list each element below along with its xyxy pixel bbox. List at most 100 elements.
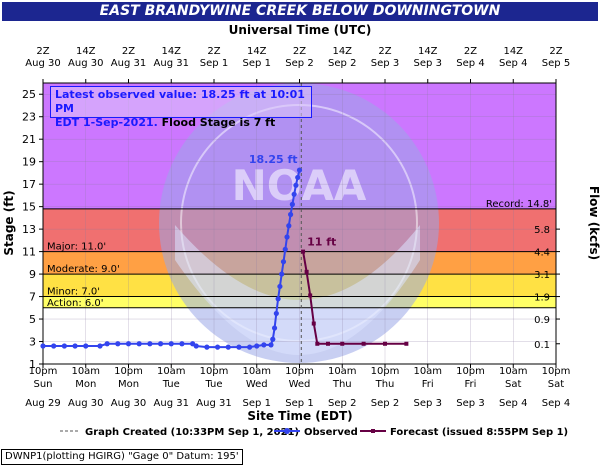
forecast-point xyxy=(301,249,306,254)
y-tick-label: 15 xyxy=(22,201,36,214)
top-tick-time: 2Z xyxy=(378,46,391,57)
observed-point xyxy=(280,259,287,265)
top-tick-time: 14Z xyxy=(332,46,352,57)
x-tick-time: 10pm xyxy=(371,366,400,377)
x-tick-time: 10pm xyxy=(456,366,485,377)
x-tick-day: Fri xyxy=(422,379,434,390)
threshold-label: Moderate: 9.0' xyxy=(47,264,120,275)
x-tick-date: Sep 4 xyxy=(542,398,570,409)
y-tick-label: 23 xyxy=(22,111,36,124)
observed-point xyxy=(291,191,297,197)
y-tick-label: 19 xyxy=(22,156,36,169)
flow-tick-label: 4.4 xyxy=(534,248,550,259)
forecast-point xyxy=(308,293,313,298)
top-tick-time: 14Z xyxy=(161,46,181,57)
flood-stage-text: Flood Stage is 7 ft xyxy=(161,116,276,129)
observed-point xyxy=(40,343,46,349)
y-tick-label: 5 xyxy=(29,313,36,326)
observed-point xyxy=(204,344,210,350)
y-tick-label: 9 xyxy=(29,268,36,281)
observed-point xyxy=(214,344,221,350)
flow-tick-label: 1.9 xyxy=(534,293,550,304)
x-tick-day: Mon xyxy=(75,379,96,390)
y-tick-label: 3 xyxy=(29,336,36,349)
y-tick-label: 25 xyxy=(22,88,36,101)
legend-observed-marker xyxy=(284,428,290,434)
x-tick-date: Aug 31 xyxy=(154,398,189,409)
x-tick-date: Sep 2 xyxy=(371,398,399,409)
observed-point xyxy=(261,342,267,348)
top-tick-time: 2Z xyxy=(293,46,306,57)
observed-point xyxy=(293,182,299,188)
latest-value-info-box: Latest observed value: 18.25 ft at 10:01… xyxy=(50,86,312,129)
x-tick-time: 10pm xyxy=(285,366,314,377)
y-tick-label: 13 xyxy=(22,223,36,236)
y-tick-label: 17 xyxy=(22,178,36,191)
observed-point xyxy=(168,341,174,347)
flow-tick-label: 0.1 xyxy=(534,340,550,351)
flow-tick-label: 0.9 xyxy=(534,315,550,326)
x-tick-day: Tue xyxy=(204,379,222,390)
top-tick-time: 2Z xyxy=(549,46,562,57)
top-tick-date: Aug 30 xyxy=(25,58,60,69)
threshold-label: Action: 6.0' xyxy=(47,298,104,309)
forecast-point xyxy=(340,341,345,346)
observed-peak-label: 18.25 ft xyxy=(249,153,298,166)
flow-tick-label: 5.8 xyxy=(534,225,550,236)
observed-point xyxy=(289,201,295,207)
x-tick-day: Wed xyxy=(289,379,311,390)
observed-point xyxy=(284,234,290,240)
latest-observed-text: Latest observed value: 18.25 ft at 10:01… xyxy=(55,88,305,115)
top-tick-date: Aug 31 xyxy=(154,58,189,69)
forecast-point xyxy=(326,341,330,346)
x-tick-date: Aug 30 xyxy=(111,398,146,409)
observed-point xyxy=(247,344,253,350)
forecast-series-line xyxy=(302,251,407,345)
top-tick-time: 2Z xyxy=(36,46,49,57)
legend-forecast-marker xyxy=(371,429,375,433)
x-tick-time: 10am xyxy=(71,366,100,377)
observed-point xyxy=(271,325,278,331)
forecast-point xyxy=(304,269,309,274)
top-tick-time: 14Z xyxy=(247,46,267,57)
top-tick-date: Aug 30 xyxy=(68,58,103,69)
x-tick-time: 10am xyxy=(328,366,357,377)
y-tick-label: 7 xyxy=(29,291,36,304)
observed-series-line xyxy=(43,169,301,349)
observed-point xyxy=(72,343,78,349)
observed-point xyxy=(104,341,110,347)
top-tick-time: 14Z xyxy=(76,46,96,57)
threshold-label: Record: 14.8' xyxy=(486,199,552,210)
x-tick-date: Sep 3 xyxy=(414,398,442,409)
left-axis-title: Stage (ft) xyxy=(2,190,16,255)
x-tick-day: Sat xyxy=(505,379,521,390)
top-tick-date: Sep 2 xyxy=(328,58,356,69)
y-tick-label: 11 xyxy=(22,246,36,259)
bottom-axis-title: Site Time (EDT) xyxy=(247,409,352,423)
observed-point xyxy=(83,343,89,349)
observed-point xyxy=(275,296,281,302)
legend-graph-created-label: Graph Created (10:33PM Sep 1, 2021) xyxy=(85,427,299,438)
top-tick-time: 2Z xyxy=(207,46,220,57)
top-tick-date: Sep 2 xyxy=(285,58,313,69)
gage-datum-footer: DWNP1(plotting HGIRG) "Gage 0" Datum: 19… xyxy=(1,449,243,465)
observed-point xyxy=(254,343,260,349)
legend-observed-label: Observed xyxy=(304,427,358,438)
observed-point xyxy=(286,223,292,229)
top-tick-date: Sep 1 xyxy=(200,58,228,69)
top-tick-date: Sep 4 xyxy=(456,58,484,69)
x-tick-date: Aug 29 xyxy=(25,398,60,409)
observed-point xyxy=(273,310,279,317)
x-tick-day: Sun xyxy=(33,379,52,390)
forecast-point xyxy=(383,341,387,346)
top-tick-date: Sep 4 xyxy=(499,58,527,69)
observed-point xyxy=(225,344,231,350)
top-tick-time: 2Z xyxy=(464,46,477,57)
x-tick-date: Aug 30 xyxy=(68,398,103,409)
observed-point xyxy=(270,336,276,342)
top-axis-title: Universal Time (UTC) xyxy=(229,23,372,37)
x-tick-time: 10am xyxy=(413,366,442,377)
x-tick-day: Thu xyxy=(375,379,395,390)
x-tick-day: Thu xyxy=(332,379,352,390)
